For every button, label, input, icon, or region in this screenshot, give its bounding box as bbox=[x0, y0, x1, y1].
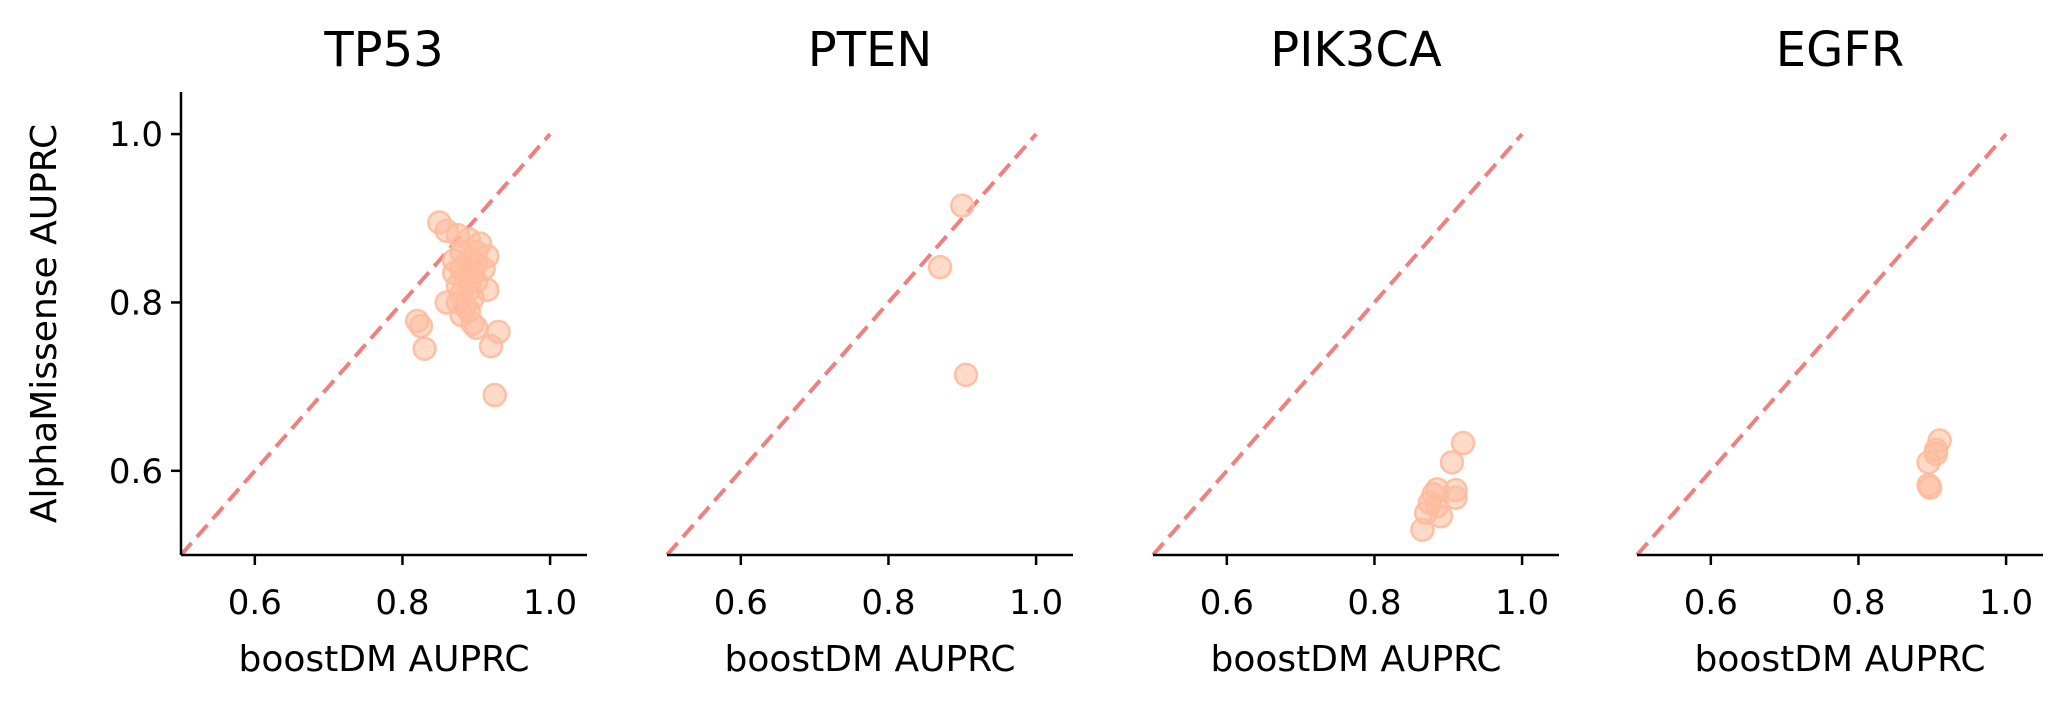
reference-line bbox=[1151, 132, 1524, 557]
scatter-point bbox=[478, 333, 504, 359]
scatter-point bbox=[1410, 517, 1435, 542]
scatter-point bbox=[927, 254, 953, 280]
x-tick-label: 0.6 bbox=[1200, 583, 1254, 623]
panel-pten: PTEN 0.6 0.8 1.0 boostDM AUPRC bbox=[665, 22, 1073, 680]
x-axis-label: boostDM AUPRC bbox=[238, 639, 529, 680]
x-axis-label: boostDM AUPRC bbox=[1210, 639, 1501, 680]
x-tick-label: 0.6 bbox=[228, 583, 282, 623]
y-tick-label: 0.8 bbox=[109, 283, 163, 323]
x-axis-label: boostDM AUPRC bbox=[1694, 639, 1985, 680]
panel-title: PIK3CA bbox=[1270, 22, 1442, 78]
reference-line bbox=[179, 132, 552, 557]
scatter-point bbox=[482, 382, 507, 408]
scatter-point bbox=[464, 315, 489, 340]
scatter-point bbox=[1428, 504, 1454, 529]
y-axis-label: AlphaMissense AUPRC bbox=[24, 124, 65, 523]
reference-line bbox=[1635, 132, 2008, 557]
panel-egfr: EGFR 0.6 0.8 1.0 boostDM AUPRC bbox=[1635, 22, 2043, 680]
panel-tp53: TP53 0.6 0.8 1.0 0.6 0.8 1.0 boostDM AUPRC Alpha… bbox=[24, 22, 587, 680]
x-tick-label: 0.8 bbox=[861, 583, 915, 623]
panel-title: TP53 bbox=[323, 22, 443, 78]
panels: TP53 0.6 0.8 1.0 0.6 0.8 1.0 boostDM AUPRC Alpha… bbox=[24, 22, 2043, 680]
x-tick-label: 1.0 bbox=[1979, 583, 2033, 623]
scatter-point bbox=[1450, 430, 1476, 456]
x-axis-label: boostDM AUPRC bbox=[724, 639, 1015, 680]
y-tick-label: 1.0 bbox=[109, 115, 163, 155]
scatter-point bbox=[1916, 450, 1941, 475]
scatter-point bbox=[953, 362, 979, 388]
panel-pik3ca: PIK3CA 0.6 0.8 1.0 boostDM AUPRC bbox=[1151, 22, 1559, 680]
panel-title: EGFR bbox=[1776, 22, 1904, 78]
scatter-point bbox=[950, 193, 975, 218]
x-tick-label: 0.8 bbox=[1347, 583, 1401, 623]
scatter-point bbox=[408, 313, 434, 339]
scatter-point bbox=[412, 336, 437, 362]
panel-title: PTEN bbox=[808, 22, 933, 78]
scatter-point bbox=[1439, 450, 1465, 475]
x-tick-label: 0.6 bbox=[714, 583, 768, 623]
x-tick-label: 1.0 bbox=[1495, 583, 1549, 623]
reference-line bbox=[665, 132, 1038, 557]
x-tick-label: 1.0 bbox=[1009, 583, 1063, 623]
x-tick-label: 0.6 bbox=[1684, 583, 1738, 623]
scatter-point bbox=[1917, 475, 1943, 500]
x-tick-label: 0.8 bbox=[1831, 583, 1885, 623]
x-tick-label: 1.0 bbox=[523, 583, 577, 623]
x-tick-label: 0.8 bbox=[375, 583, 429, 623]
y-tick-label: 0.6 bbox=[109, 452, 163, 492]
